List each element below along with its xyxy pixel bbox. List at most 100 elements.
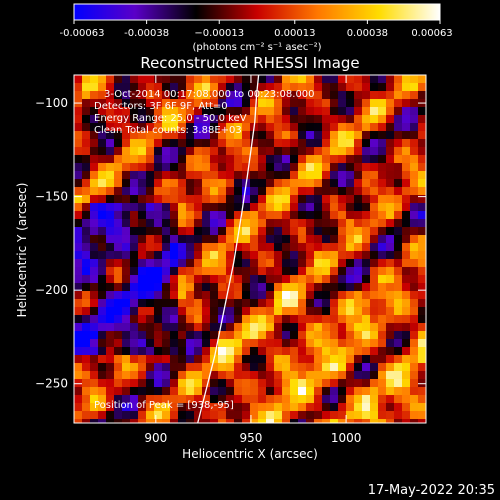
heatmap-pixel <box>330 299 338 307</box>
heatmap-pixel <box>114 331 122 339</box>
heatmap-pixel <box>378 275 386 283</box>
heatmap-pixel <box>138 99 146 107</box>
heatmap-pixel <box>154 107 162 115</box>
y-tick-label: −100 <box>35 96 68 110</box>
heatmap-pixel <box>74 227 82 235</box>
heatmap-pixel <box>370 299 378 307</box>
heatmap-pixel <box>410 339 418 347</box>
heatmap-pixel <box>394 371 402 379</box>
heatmap-pixel <box>290 75 298 83</box>
heatmap-pixel <box>194 171 202 179</box>
heatmap-pixel <box>218 347 226 355</box>
heatmap-pixel <box>258 195 266 203</box>
heatmap-pixel <box>290 307 298 315</box>
heatmap-pixel <box>402 163 410 171</box>
heatmap-pixel <box>130 123 138 131</box>
heatmap-pixel <box>210 339 218 347</box>
heatmap-pixel <box>162 91 170 99</box>
heatmap-pixel <box>162 299 170 307</box>
heatmap-pixel <box>338 411 346 419</box>
heatmap-pixel <box>202 195 210 203</box>
heatmap-pixel <box>354 147 362 155</box>
heatmap-pixel <box>82 339 90 347</box>
heatmap-pixel <box>210 291 218 299</box>
heatmap-pixel <box>74 195 82 203</box>
heatmap-pixel <box>330 315 338 323</box>
heatmap-pixel <box>298 99 306 107</box>
heatmap-pixel <box>354 331 362 339</box>
heatmap-pixel <box>346 243 354 251</box>
heatmap-pixel <box>178 251 186 259</box>
heatmap-pixel <box>314 123 322 131</box>
heatmap-pixel <box>218 123 226 131</box>
heatmap-pixel <box>146 115 154 123</box>
heatmap-pixel <box>226 283 234 291</box>
heatmap-pixel <box>250 275 258 283</box>
heatmap-pixel <box>370 115 378 123</box>
heatmap-pixel <box>306 395 314 403</box>
heatmap-pixel <box>258 347 266 355</box>
heatmap-pixel <box>290 331 298 339</box>
solar-limb-line <box>197 75 260 423</box>
heatmap-pixel <box>418 299 426 307</box>
heatmap-pixel <box>354 219 362 227</box>
heatmap-pixel <box>194 235 202 243</box>
heatmap-pixel <box>162 403 170 411</box>
heatmap-pixel <box>250 347 258 355</box>
heatmap-pixel <box>226 203 234 211</box>
heatmap-pixel <box>242 275 250 283</box>
heatmap-pixel <box>154 379 162 387</box>
heatmap-pixel <box>346 395 354 403</box>
heatmap-pixel <box>338 227 346 235</box>
heatmap-pixel <box>98 283 106 291</box>
heatmap-pixel <box>290 219 298 227</box>
heatmap-pixel <box>258 155 266 163</box>
heatmap-pixel <box>402 395 410 403</box>
heatmap-pixel <box>178 139 186 147</box>
heatmap-pixel <box>98 363 106 371</box>
heatmap-pixel <box>114 227 122 235</box>
heatmap-pixel <box>250 315 258 323</box>
heatmap-pixel <box>178 147 186 155</box>
heatmap-pixel <box>242 395 250 403</box>
heatmap-pixel <box>90 267 98 275</box>
heatmap-pixel <box>386 211 394 219</box>
heatmap-pixel <box>218 195 226 203</box>
heatmap-pixel <box>162 419 170 423</box>
heatmap-pixel <box>82 355 90 363</box>
heatmap-pixel <box>98 163 106 171</box>
heatmap-pixel <box>138 123 146 131</box>
heatmap-pixel <box>234 147 242 155</box>
heatmap-pixel <box>330 267 338 275</box>
heatmap-pixel <box>418 203 426 211</box>
heatmap-pixel <box>202 259 210 267</box>
heatmap-pixel <box>146 283 154 291</box>
heatmap-pixel <box>146 387 154 395</box>
heatmap-pixel <box>410 363 418 371</box>
heatmap-pixel <box>346 203 354 211</box>
heatmap-pixel <box>306 83 314 91</box>
heatmap-pixel <box>378 371 386 379</box>
heatmap-pixel <box>258 339 266 347</box>
heatmap-pixel <box>314 419 322 423</box>
heatmap-pixel <box>106 211 114 219</box>
heatmap-pixel <box>266 403 274 411</box>
heatmap-pixel <box>346 291 354 299</box>
heatmap-pixel <box>362 211 370 219</box>
heatmap-pixel <box>418 371 426 379</box>
heatmap-pixel <box>82 211 90 219</box>
heatmap-pixel <box>394 299 402 307</box>
heatmap-pixel <box>378 251 386 259</box>
heatmap-pixel <box>266 291 274 299</box>
heatmap-pixel <box>370 419 378 423</box>
heatmap-pixel <box>162 243 170 251</box>
heatmap-pixel <box>162 203 170 211</box>
heatmap-pixel <box>106 203 114 211</box>
heatmap-pixel <box>170 291 178 299</box>
heatmap-pixel <box>178 91 186 99</box>
heatmap-pixel <box>186 347 194 355</box>
heatmap-pixel <box>210 363 218 371</box>
heatmap-pixel <box>402 267 410 275</box>
heatmap-pixel <box>322 371 330 379</box>
heatmap-pixel <box>178 307 186 315</box>
